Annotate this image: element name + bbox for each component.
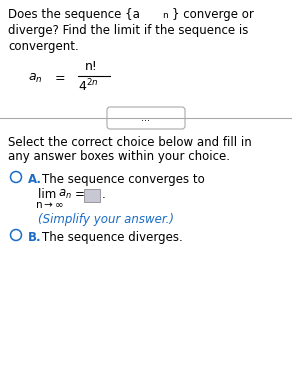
Text: n: n: [162, 11, 168, 20]
Text: Does the sequence {a: Does the sequence {a: [8, 8, 140, 21]
Text: convergent.: convergent.: [8, 40, 79, 53]
Text: $a_n$: $a_n$: [28, 72, 43, 85]
Text: lim: lim: [38, 188, 64, 201]
Text: ...: ...: [142, 113, 150, 123]
Text: n!: n!: [85, 60, 98, 73]
Text: $4^{2n}$: $4^{2n}$: [78, 78, 99, 95]
Text: The sequence converges to: The sequence converges to: [42, 173, 205, 186]
Text: .: .: [102, 188, 106, 201]
Text: =: =: [55, 72, 66, 85]
Text: Select the correct choice below and fill in: Select the correct choice below and fill…: [8, 136, 252, 149]
Text: diverge? Find the limit if the sequence is: diverge? Find the limit if the sequence …: [8, 24, 248, 37]
Text: A.: A.: [28, 173, 42, 186]
Text: B.: B.: [28, 231, 42, 244]
Text: (Simplify your answer.): (Simplify your answer.): [38, 213, 174, 226]
FancyBboxPatch shape: [84, 189, 100, 202]
Text: n$\rightarrow\infty$: n$\rightarrow\infty$: [35, 200, 64, 210]
Text: =: =: [75, 188, 85, 201]
FancyBboxPatch shape: [107, 107, 185, 129]
Text: The sequence diverges.: The sequence diverges.: [42, 231, 183, 244]
Text: any answer boxes within your choice.: any answer boxes within your choice.: [8, 150, 230, 163]
Text: $a_n$: $a_n$: [58, 188, 72, 201]
Text: } converge or: } converge or: [172, 8, 254, 21]
